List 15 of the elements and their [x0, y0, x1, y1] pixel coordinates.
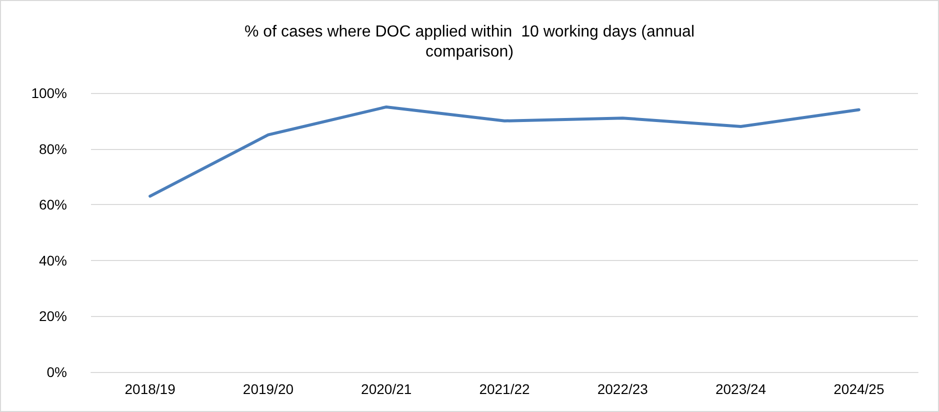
- x-tick-label: 2022/23: [597, 381, 648, 397]
- x-tick-label: 2020/21: [361, 381, 412, 397]
- x-tick-label: 2019/20: [242, 381, 294, 397]
- x-tick-label: 2024/25: [834, 381, 884, 397]
- y-tick-label: 20%: [38, 308, 67, 324]
- chart-title: % of cases where DOC applied within 10 working days (annual comparison): [244, 24, 695, 60]
- y-tick-label: 80%: [38, 140, 67, 157]
- x-tick-label: 2018/19: [124, 381, 176, 397]
- y-tick-label: 100%: [31, 85, 67, 101]
- y-tick-label: 40%: [38, 252, 67, 268]
- y-tick-label: 60%: [38, 196, 67, 213]
- x-tick-label: 2021/22: [479, 381, 530, 397]
- x-tick-label: 2023/24: [715, 381, 766, 397]
- line-series: [148, 105, 860, 198]
- y-tick-label: 0%: [46, 364, 67, 380]
